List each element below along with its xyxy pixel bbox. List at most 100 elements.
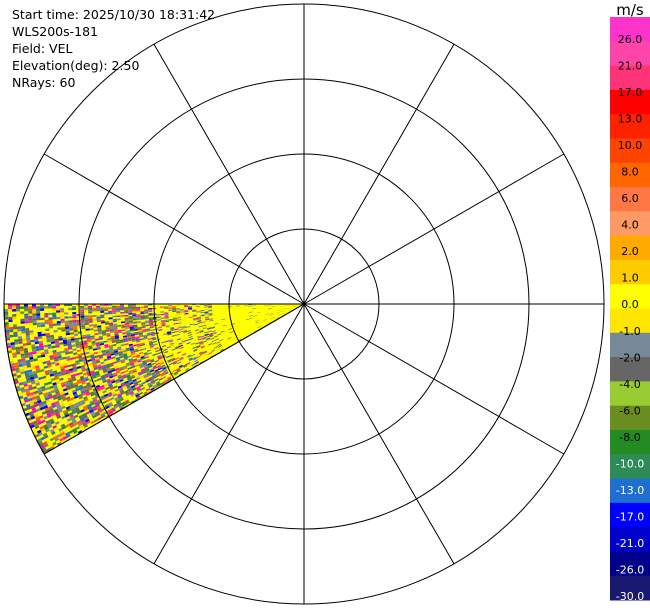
radar-gate	[203, 351, 208, 354]
radar-gate	[208, 307, 213, 309]
radar-gate	[95, 374, 101, 378]
azimuth-spoke	[303, 43, 455, 305]
radar-gate	[133, 327, 138, 330]
radar-gate	[141, 323, 146, 326]
radar-gate	[32, 322, 37, 326]
radar-gate	[24, 313, 29, 317]
radar-gate	[167, 359, 172, 362]
radar-gate	[25, 328, 30, 331]
radar-gate	[47, 424, 53, 429]
radar-gate	[170, 344, 175, 348]
radar-gate	[180, 318, 186, 321]
radar-gate	[54, 437, 60, 442]
radar-gate	[90, 420, 96, 425]
radar-gate	[153, 385, 158, 389]
radar-gate	[7, 347, 12, 351]
radar-gate	[133, 347, 138, 350]
radar-gate	[110, 388, 115, 392]
radar-gate	[211, 349, 216, 353]
radar-gate	[204, 314, 209, 317]
radar-gate	[52, 424, 57, 429]
radar-gate	[264, 308, 269, 310]
radar-gate	[68, 429, 74, 434]
radar-gate	[58, 399, 63, 403]
radar-gate	[289, 309, 294, 312]
radar-gate	[149, 323, 154, 326]
radar-gate	[108, 383, 113, 387]
radar-gate	[76, 390, 81, 394]
radar-gate	[112, 318, 117, 321]
radar-gate	[143, 353, 149, 356]
radar-gate	[51, 422, 56, 427]
radar-gate	[91, 340, 96, 344]
radar-gate	[114, 333, 119, 336]
radar-gate	[31, 407, 37, 412]
radar-gate	[34, 360, 39, 364]
radar-gate	[132, 344, 138, 347]
radar-gate	[236, 326, 241, 329]
radar-gate	[102, 368, 107, 372]
radar-gate	[104, 345, 109, 349]
radar-gate	[45, 328, 50, 332]
radar-gate	[165, 325, 170, 328]
radar-gate	[45, 332, 50, 336]
radar-gate	[168, 305, 173, 307]
radar-gate	[16, 388, 21, 392]
radar-gate	[46, 376, 51, 381]
radar-gate	[64, 320, 69, 323]
radar-gate	[12, 354, 17, 358]
radar-gate	[117, 328, 122, 331]
radar-gate	[141, 371, 147, 375]
radar-gate	[270, 316, 275, 319]
radar-gate	[103, 393, 109, 397]
radar-gate	[252, 306, 257, 308]
radar-gate	[149, 321, 154, 324]
colorbar-tick-label: 2.0	[621, 245, 639, 258]
radar-gate	[124, 319, 129, 322]
radar-gate	[33, 431, 38, 436]
radar-gate	[191, 363, 196, 367]
radar-gate	[112, 310, 117, 313]
radar-gate	[147, 336, 152, 339]
radar-gate	[173, 341, 178, 344]
radar-gate	[152, 384, 158, 388]
radar-gate	[75, 408, 81, 413]
radar-gate	[111, 391, 117, 396]
radar-gate	[133, 323, 138, 325]
radar-gate	[58, 337, 63, 341]
radar-gate	[137, 381, 143, 385]
radar-gate	[129, 324, 134, 327]
radar-gate	[195, 329, 200, 332]
radar-gate	[170, 330, 175, 333]
radar-gate	[88, 318, 93, 321]
radar-gate	[187, 354, 192, 358]
radar-gate	[71, 410, 77, 415]
radar-gate	[58, 389, 64, 393]
radar-gate	[71, 361, 76, 365]
radar-gate	[202, 324, 207, 327]
radar-gate	[56, 351, 61, 355]
radar-gate	[60, 352, 66, 356]
radar-gate	[123, 366, 128, 370]
radar-gate	[94, 338, 100, 341]
radar-gate	[28, 311, 33, 314]
radar-gate	[157, 366, 162, 370]
radar-gate	[246, 330, 251, 333]
radar-gate	[124, 380, 129, 384]
radar-gate	[92, 311, 97, 314]
radar-gate	[49, 332, 54, 336]
radar-gate	[58, 409, 63, 414]
radar-gate	[146, 389, 151, 393]
radar-gate	[127, 355, 132, 358]
radar-gate	[160, 373, 166, 377]
radar-gate	[65, 406, 71, 410]
radar-gate	[75, 376, 81, 381]
colorbar-tick-label: 17.0	[618, 86, 643, 99]
radar-gate	[84, 389, 89, 393]
radar-gate	[153, 367, 158, 371]
radar-gate	[138, 333, 144, 337]
radar-gate	[208, 306, 213, 308]
radar-gate	[121, 327, 126, 330]
radar-gate	[65, 394, 70, 398]
radar-gate	[99, 342, 105, 346]
